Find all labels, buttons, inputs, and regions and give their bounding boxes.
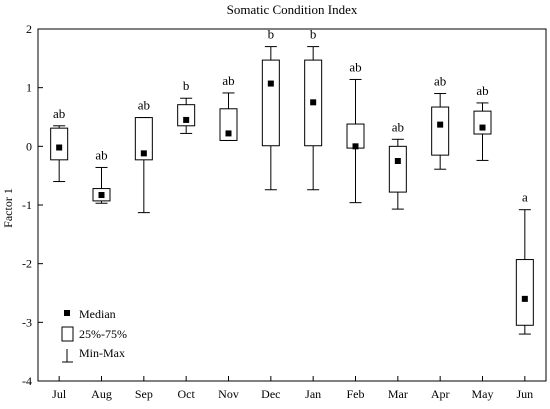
- median-marker: [183, 116, 190, 123]
- y-tick-label: 1: [26, 81, 32, 95]
- x-axis: Jul Aug Sep Oct Nov Dec Jan Feb Mar Apr May Jun: [52, 376, 533, 401]
- iqr-box: [515, 259, 534, 326]
- x-tick-label: May: [472, 387, 494, 401]
- iqr-box: [431, 106, 450, 156]
- y-tick-label: -1: [22, 198, 32, 212]
- group-letter: ab: [434, 74, 446, 89]
- legend: Median 25%-75% Min-Max: [61, 307, 127, 363]
- group-letter: b: [268, 27, 275, 42]
- group-letter: ab: [138, 98, 150, 113]
- median-marker: [394, 158, 401, 164]
- legend-box-label: 25%-75%: [79, 327, 127, 341]
- x-tick-label: Feb: [347, 387, 365, 401]
- iqr-box: [219, 108, 238, 141]
- legend-median-label: Median: [79, 307, 116, 321]
- iqr-box: [134, 117, 153, 161]
- box-aug: ab: [92, 147, 111, 204]
- x-tick-label: Aug: [91, 387, 112, 401]
- box-apr: ab: [431, 74, 450, 170]
- boxes-layer: ab ab ab b ab b b ab ab ab ab a: [50, 27, 534, 335]
- median-marker: [437, 121, 444, 128]
- box-oct: b: [177, 78, 196, 134]
- group-letter: ab: [476, 83, 488, 98]
- y-tick-label: -4: [22, 374, 32, 388]
- box-jun: a: [515, 190, 534, 335]
- x-tick-label: Jul: [52, 387, 67, 401]
- group-letter: ab: [222, 73, 234, 88]
- x-tick-label: Mar: [388, 387, 408, 401]
- iqr-box: [177, 104, 196, 127]
- box-dec: b: [261, 27, 280, 191]
- x-tick-label: Nov: [218, 387, 239, 401]
- y-tick-label: 2: [26, 22, 32, 36]
- x-tick-label: Jun: [516, 387, 533, 401]
- group-letter: a: [522, 190, 528, 205]
- y-tick-label: -3: [22, 315, 32, 329]
- legend-whisker-label: Min-Max: [79, 346, 125, 360]
- legend-median-marker: [64, 310, 70, 316]
- iqr-box: [473, 110, 492, 135]
- median-marker: [225, 130, 232, 137]
- box-feb: ab: [346, 59, 365, 204]
- box-mar: ab: [388, 119, 407, 210]
- group-letter: ab: [53, 106, 65, 121]
- x-tick-label: Sep: [135, 387, 153, 401]
- group-letter: ab: [95, 147, 107, 162]
- chart-title: Somatic Condition Index: [227, 2, 358, 17]
- median-marker: [521, 295, 528, 302]
- y-tick-label: 0: [26, 139, 32, 153]
- box-jan: b: [304, 27, 323, 191]
- median-marker: [140, 150, 147, 157]
- group-letter: ab: [392, 119, 404, 134]
- median-marker: [352, 143, 359, 150]
- iqr-box: [50, 127, 69, 161]
- group-letter: ab: [349, 59, 361, 74]
- group-letter: b: [183, 78, 190, 93]
- box-may: ab: [473, 83, 492, 161]
- y-tick-label: -2: [22, 257, 32, 271]
- box-jul: ab: [50, 106, 69, 183]
- median-marker: [267, 80, 274, 87]
- y-axis: 2 1 0 -1 -2 -3 -4: [22, 22, 43, 388]
- x-tick-label: Jan: [305, 387, 321, 401]
- median-marker: [479, 124, 486, 131]
- box-sep: ab: [134, 98, 153, 214]
- box-nov: ab: [219, 73, 238, 141]
- median-marker: [56, 144, 63, 151]
- iqr-box: [388, 145, 407, 193]
- legend-box-swatch: [61, 326, 74, 342]
- median-marker: [310, 99, 317, 106]
- group-letter: b: [310, 27, 317, 42]
- x-tick-label: Apr: [431, 387, 450, 401]
- y-axis-label: Factor 1: [1, 188, 15, 228]
- median-marker: [98, 192, 105, 199]
- x-tick-label: Oct: [178, 387, 196, 401]
- x-tick-label: Dec: [261, 387, 280, 401]
- iqr-box: [261, 59, 280, 147]
